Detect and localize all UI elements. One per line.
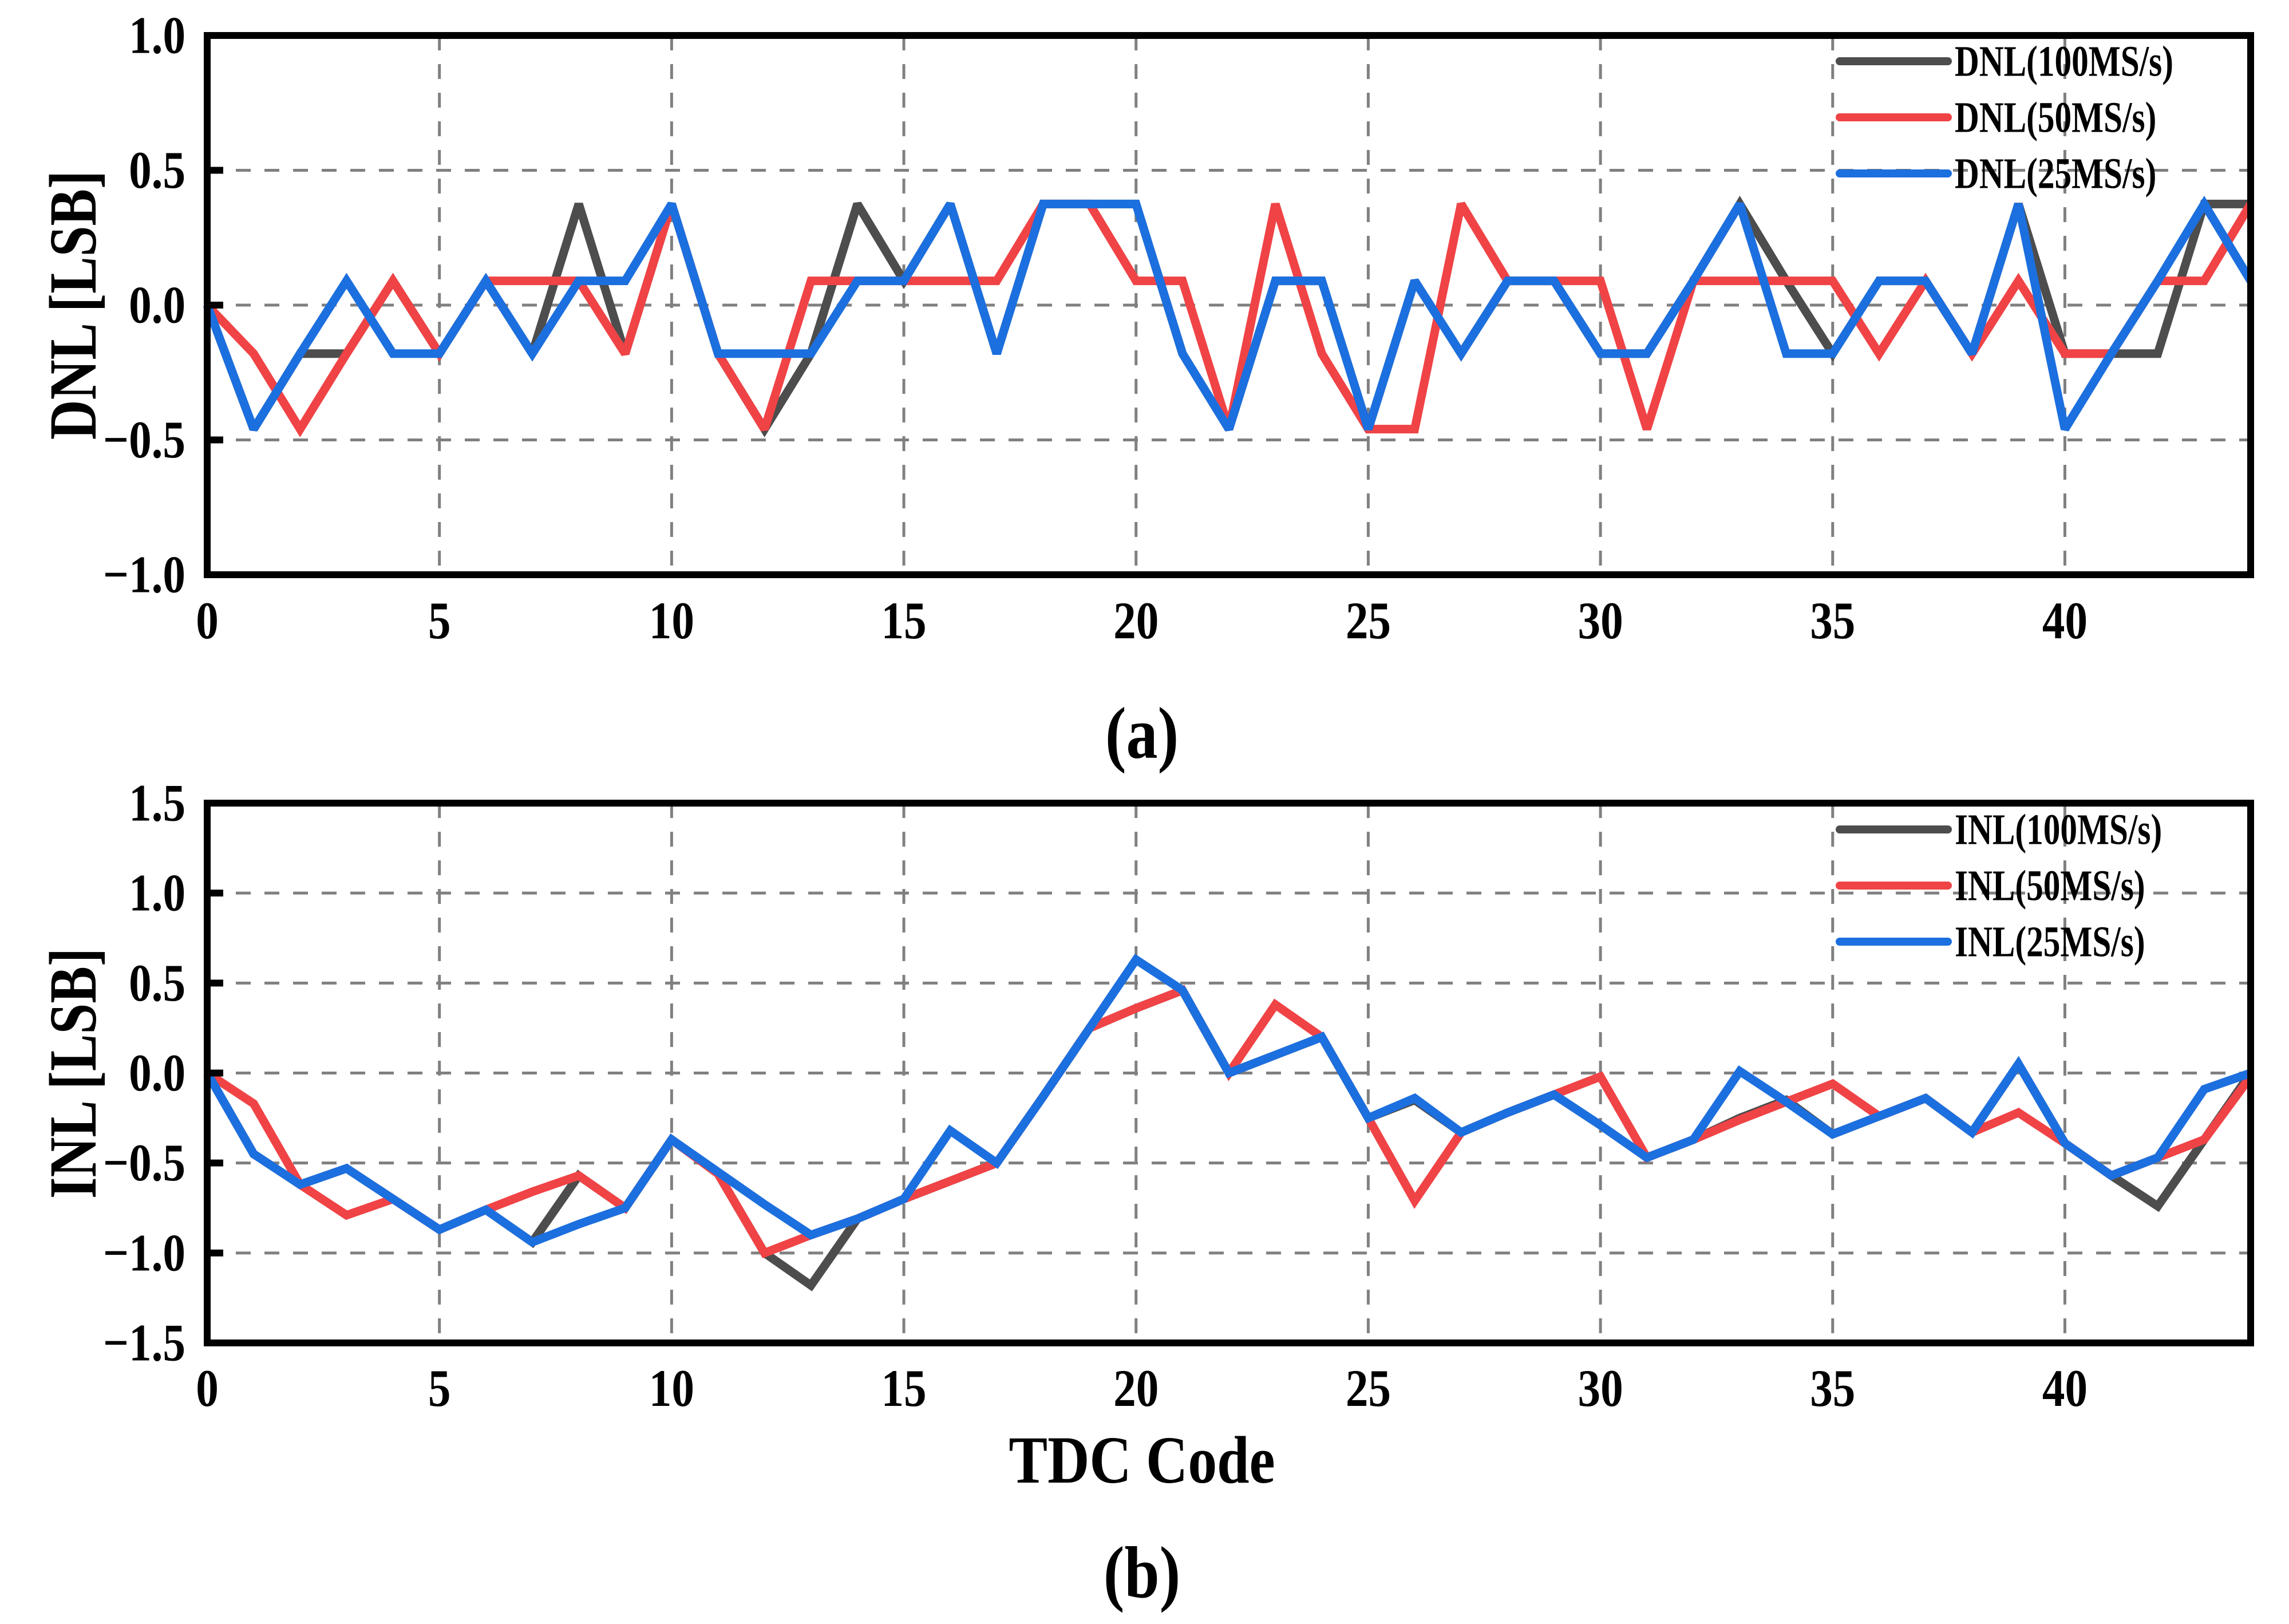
inl-x-tick-label: 35 bbox=[1810, 1360, 1855, 1418]
dnl-y-tick-label: −0.5 bbox=[103, 411, 185, 469]
dnl-series-group bbox=[203, 195, 2255, 437]
inl-x-tick-label: 0 bbox=[196, 1360, 219, 1418]
inl-x-tick-labels: 0 5 10 15 20 25 30 35 40 bbox=[196, 1360, 2088, 1418]
dnl-y-tick-label: 0.5 bbox=[129, 141, 185, 200]
panel-label-a: (a) bbox=[1105, 693, 1179, 774]
dnl-x-tick-label: 20 bbox=[1113, 592, 1159, 650]
dnl-x-tick-label: 35 bbox=[1810, 592, 1855, 650]
inl-legend-label-2: INL(25MS/s) bbox=[1955, 918, 2145, 966]
dnl-x-tick-label: 25 bbox=[1346, 592, 1391, 650]
inl-y-tick-label: −1.5 bbox=[103, 1314, 185, 1372]
dnl-series-line-2 bbox=[203, 195, 2255, 432]
inl-x-tick-label: 10 bbox=[649, 1360, 694, 1418]
inl-legend-label-0: INL(100MS/s) bbox=[1955, 805, 2162, 854]
dnl-y-tick-label: 1.0 bbox=[129, 6, 185, 65]
inl-series-group bbox=[203, 954, 2255, 1291]
inl-x-tick-label: 30 bbox=[1578, 1360, 1623, 1418]
dnl-chart: 1.0 0.5 0.0 −0.5 −1.0 0 5 10 15 20 25 30 35 40 DNL [… bbox=[36, 6, 2255, 774]
inl-x-tick-label: 5 bbox=[428, 1360, 451, 1418]
dnl-ticks bbox=[207, 32, 223, 578]
dnl-legend: DNL(100MS/s) DNL(50MS/s) DNL(25MS/s) bbox=[1836, 37, 2173, 198]
inl-series-line-1 bbox=[204, 985, 2255, 1259]
inl-y-tick-label: 1.5 bbox=[129, 774, 185, 832]
inl-x-tick-label: 25 bbox=[1346, 1360, 1391, 1418]
dnl-x-tick-label: 30 bbox=[1578, 592, 1623, 650]
dnl-x-tick-labels: 0 5 10 15 20 25 30 35 40 bbox=[196, 592, 2088, 650]
dnl-y-tick-labels: 1.0 0.5 0.0 −0.5 −1.0 bbox=[103, 6, 185, 604]
dnl-y-tick-label: −1.0 bbox=[103, 546, 185, 604]
inl-legend: INL(100MS/s) INL(50MS/s) INL(25MS/s) bbox=[1836, 805, 2162, 966]
dnl-legend-label-2: DNL(25MS/s) bbox=[1955, 149, 2156, 198]
inl-ticks bbox=[207, 800, 223, 1346]
inl-x-tick-label: 20 bbox=[1113, 1360, 1159, 1418]
inl-y-tick-label: 0.0 bbox=[129, 1044, 185, 1103]
inl-y-tick-label: −0.5 bbox=[103, 1134, 185, 1192]
dnl-legend-label-1: DNL(50MS/s) bbox=[1955, 93, 2156, 142]
inl-y-axis-label: INL [LSB] bbox=[36, 948, 110, 1199]
inl-x-axis-label: TDC Code bbox=[1009, 1423, 1275, 1497]
dnl-x-tick-label: 10 bbox=[649, 592, 694, 650]
inl-legend-label-1: INL(50MS/s) bbox=[1955, 862, 2145, 910]
inl-chart: 1.5 1.0 0.5 0.0 −0.5 −1.0 −1.5 0 5 10 15 20 25 30 35 4… bbox=[36, 774, 2255, 1613]
inl-series-line-0 bbox=[203, 985, 2255, 1291]
inl-y-tick-label: 0.5 bbox=[129, 954, 185, 1012]
inl-grid bbox=[207, 803, 2251, 1343]
dnl-legend-label-0: DNL(100MS/s) bbox=[1955, 37, 2173, 86]
dnl-x-tick-label: 5 bbox=[428, 592, 451, 650]
inl-y-tick-labels: 1.5 1.0 0.5 0.0 −0.5 −1.0 −1.5 bbox=[103, 774, 185, 1372]
inl-series-line-2 bbox=[203, 954, 2252, 1247]
panel-label-b: (b) bbox=[1104, 1532, 1181, 1613]
dnl-x-tick-label: 40 bbox=[2042, 592, 2088, 650]
inl-y-tick-label: −1.0 bbox=[103, 1224, 185, 1282]
dnl-y-axis-label: DNL [LSB] bbox=[36, 171, 110, 440]
inl-x-tick-label: 15 bbox=[881, 1360, 926, 1418]
dnl-x-tick-label: 0 bbox=[196, 592, 219, 650]
inl-y-tick-label: 1.0 bbox=[129, 864, 185, 922]
dnl-y-tick-label: 0.0 bbox=[129, 276, 185, 334]
inl-x-tick-label: 40 bbox=[2042, 1360, 2088, 1418]
dnl-x-tick-label: 15 bbox=[881, 592, 926, 650]
